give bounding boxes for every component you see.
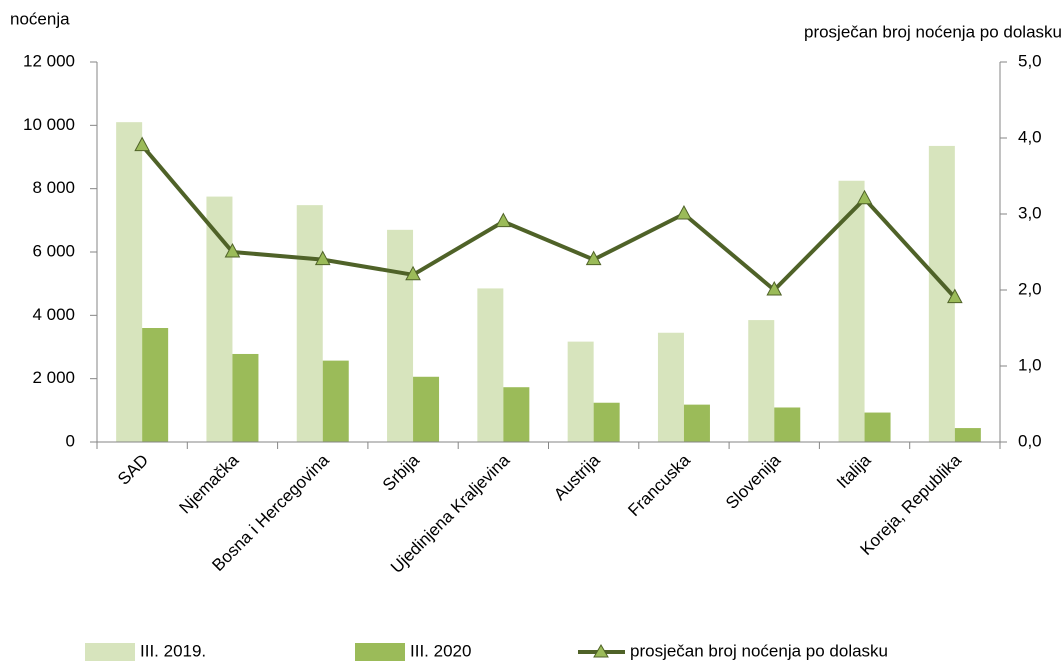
legend-marker [593,644,609,658]
y-tick-label: 0 [66,431,75,450]
bar [413,376,440,442]
y-tick-label: 4 000 [32,305,75,324]
y-tick-label: 8 000 [32,178,75,197]
bar [206,196,233,442]
bar [296,205,323,442]
legend-label: III. 2019. [140,641,206,660]
bar [864,412,891,442]
bar [593,402,620,442]
y-tick-label: 6 000 [32,241,75,260]
x-tick-label: Njemačka [176,450,243,517]
x-tick-label: Italija [833,450,875,492]
line-marker [947,288,963,304]
x-tick-label: Austrija [550,450,604,504]
y2-tick-label: 4,0 [1018,127,1042,146]
bar [116,122,143,443]
y2-tick-label: 0,0 [1018,431,1042,450]
bar [657,332,684,442]
bar [387,229,414,442]
bar [774,407,801,442]
line-marker [405,265,421,281]
line [140,144,957,299]
x-tick-label: Koreja, Republika [857,450,966,559]
legend-label: III. 2020 [410,641,471,660]
bar [322,360,349,442]
line-marker [676,204,692,220]
line-marker [766,280,783,296]
line-marker [585,250,602,266]
y-axis-title: noćenja [10,9,70,28]
bar [503,387,530,442]
line-marker [134,136,150,152]
bar [142,328,169,442]
y2-axis-title: prosječan broj noćenja po dolasku [804,22,1062,41]
legend-swatch [85,643,135,661]
bar [838,180,865,442]
bar [748,320,775,442]
line-marker [224,242,241,258]
bar [232,353,259,442]
x-tick-label: SAD [114,451,152,489]
y-tick-label: 2 000 [32,368,75,387]
line-marker [314,250,331,266]
x-tick-label: Slovenija [722,450,785,513]
x-tick-label: Srbija [379,450,424,495]
y2-tick-label: 5,0 [1018,51,1042,70]
y-tick-label: 12 000 [23,51,75,70]
y2-tick-label: 1,0 [1018,355,1042,374]
bar [477,288,504,442]
bar [567,341,594,442]
y-tick-label: 10 000 [23,115,75,134]
line-marker [495,212,512,228]
legend-swatch [355,643,405,661]
legend-label: prosječan broj noćenja po dolasku [630,641,888,660]
y2-tick-label: 3,0 [1018,203,1042,222]
x-tick-label: Francuska [624,450,694,520]
line-marker [856,189,873,205]
bar [954,428,981,442]
bar [683,404,710,442]
y2-tick-label: 2,0 [1018,279,1042,298]
